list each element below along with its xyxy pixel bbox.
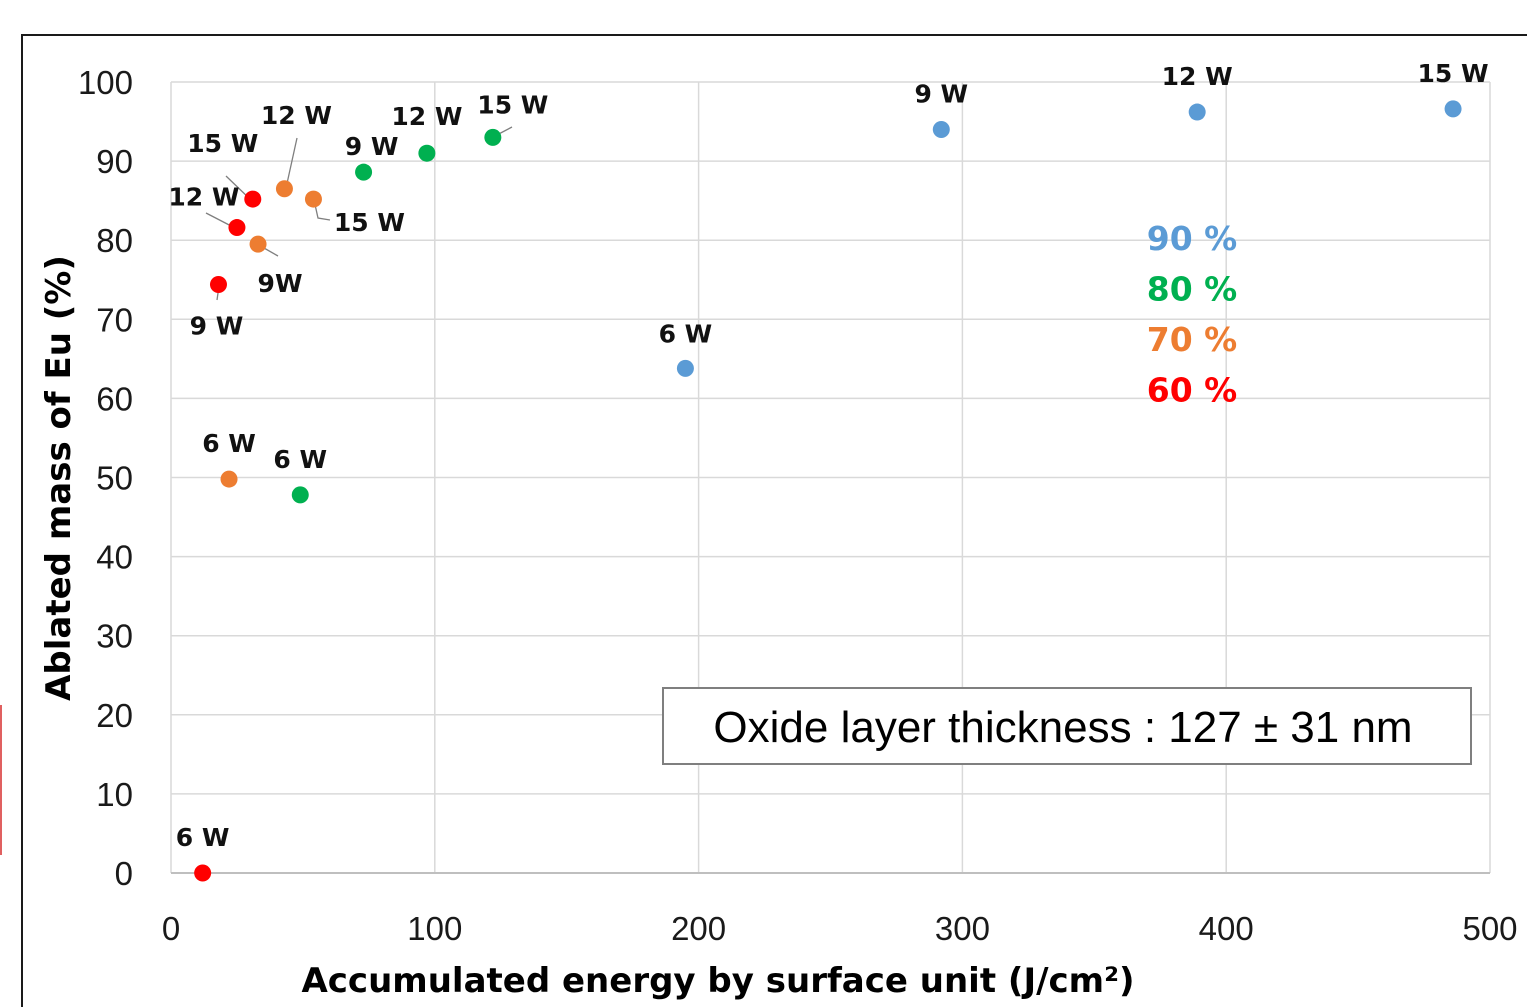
y-tick-label: 30 <box>96 618 133 655</box>
legend-entry: 70 % <box>1147 320 1237 359</box>
y-tick-label: 70 <box>96 301 133 338</box>
x-tick-label: 500 <box>1462 910 1517 947</box>
annotation-box: Oxide layer thickness : 127 ± 31 nm <box>662 687 1472 765</box>
data-point <box>1188 103 1206 121</box>
point-label: 15 W <box>477 90 548 119</box>
y-tick-label: 0 <box>115 855 133 892</box>
data-point <box>291 486 309 504</box>
x-tick-label: 100 <box>407 910 462 947</box>
y-tick-label: 50 <box>96 460 133 497</box>
point-label: 9 W <box>345 132 399 161</box>
point-label: 12 W <box>261 101 332 130</box>
label-leader-line <box>285 137 298 189</box>
data-point <box>228 219 246 237</box>
data-point <box>275 180 293 198</box>
point-label: 12 W <box>1162 62 1233 91</box>
point-label: 12 W <box>168 183 239 212</box>
data-point <box>1444 100 1462 118</box>
data-point <box>244 190 262 208</box>
y-tick-label: 10 <box>96 776 133 813</box>
point-label: 12 W <box>391 102 462 131</box>
tick-labels: 0 10 20 30 40 50 60 70 80 90 100 0 100 200 300 400 500 <box>78 64 1518 947</box>
annotation-text: Oxide layer thickness : 127 ± 31 nm <box>713 703 1412 752</box>
point-label: 15 W <box>1418 59 1489 88</box>
y-tick-label: 60 <box>96 380 133 417</box>
data-point <box>304 190 322 208</box>
y-tick-label: 20 <box>96 697 133 734</box>
data-point <box>249 235 267 253</box>
x-tick-label: 200 <box>671 910 726 947</box>
data-point <box>484 128 502 146</box>
point-label: 6 W <box>659 319 713 348</box>
point-label: 9 W <box>190 311 244 340</box>
point-label: 15 W <box>334 208 405 237</box>
data-points <box>194 100 1462 882</box>
point-label: 6 W <box>273 445 327 474</box>
data-point <box>355 163 373 181</box>
point-label: 6 W <box>176 823 230 852</box>
data-point <box>220 470 238 488</box>
data-point <box>932 120 950 138</box>
left-edge-marker <box>0 705 2 855</box>
legend-entry: 90 % <box>1147 219 1237 258</box>
chart-frame <box>21 34 1527 1007</box>
point-label: 9W <box>258 269 303 298</box>
legend-entry: 60 % <box>1147 371 1237 410</box>
point-label: 9 W <box>914 79 968 108</box>
point-label: 15 W <box>187 129 258 158</box>
data-point <box>194 864 212 882</box>
legend-entry: 80 % <box>1147 270 1237 309</box>
point-label: 6 W <box>202 429 256 458</box>
x-tick-label: 300 <box>935 910 990 947</box>
x-axis-title: Accumulated energy by surface unit (J/cm… <box>301 961 1134 1001</box>
data-point <box>676 359 694 377</box>
y-tick-label: 90 <box>96 143 133 180</box>
x-tick-label: 400 <box>1199 910 1254 947</box>
legend: 90 % 80 % 70 % 60 % <box>1147 219 1237 410</box>
y-tick-label: 40 <box>96 539 133 576</box>
y-tick-label: 100 <box>78 64 133 101</box>
data-point <box>418 144 436 162</box>
data-point <box>209 275 227 293</box>
x-tick-label: 0 <box>162 910 180 947</box>
y-axis-title: Ablated mass of Eu (%) <box>39 255 79 701</box>
y-tick-label: 80 <box>96 222 133 259</box>
